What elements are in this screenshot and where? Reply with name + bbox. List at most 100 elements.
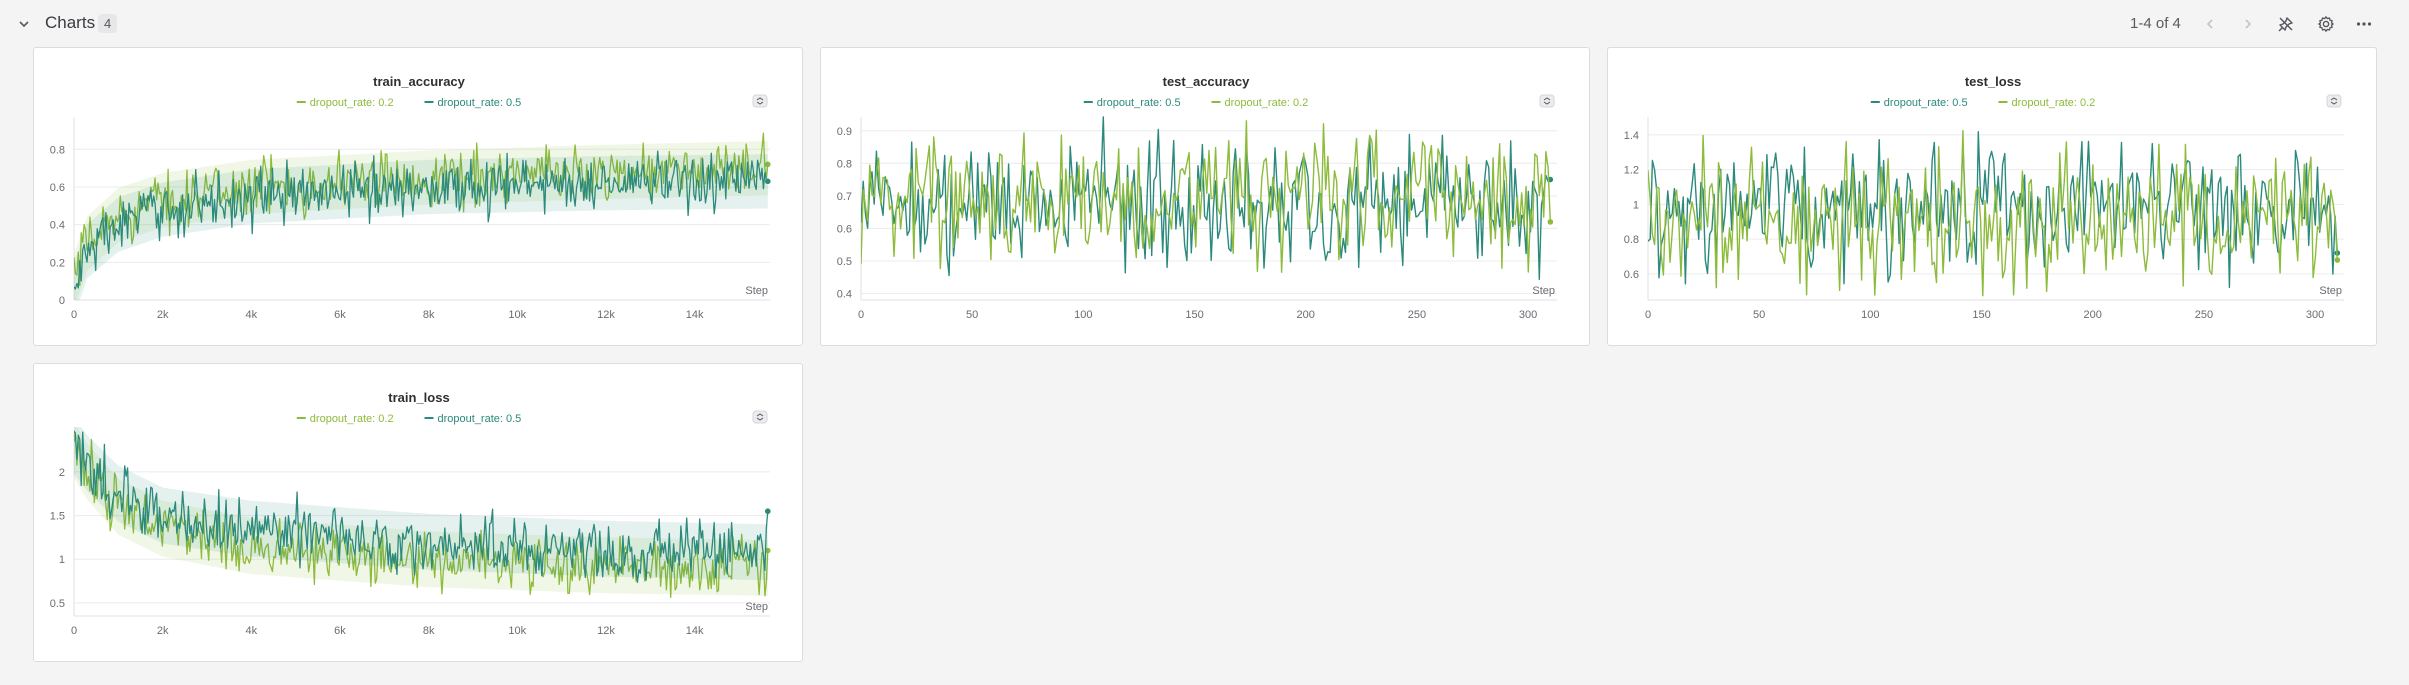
series-endpoint: [1547, 219, 1554, 225]
y-tick-label: 0.8: [837, 158, 852, 170]
x-axis-label: Step: [2319, 285, 2342, 297]
x-tick-label: 2k: [157, 309, 169, 321]
series-line[interactable]: [861, 116, 1551, 281]
y-tick-label: 0.5: [837, 256, 852, 268]
legend-item[interactable]: dropout_rate: 0.2: [1225, 97, 1309, 109]
series-line[interactable]: [74, 150, 769, 290]
x-tick-label: 300: [1519, 309, 1537, 321]
series-endpoint: [764, 508, 771, 515]
chart-title: test_loss: [1965, 74, 2021, 89]
chart-legend: dropout_rate: 0.5 dropout_rate: 0.2: [1870, 97, 2096, 109]
chart-gridlines: [74, 471, 770, 604]
section-title[interactable]: Charts: [45, 13, 96, 32]
y-tick-label: 0.4: [837, 288, 852, 300]
x-tick-label: 0: [71, 625, 77, 637]
legend-item[interactable]: dropout_rate: 0.5: [438, 413, 522, 425]
y-tick-label: 1.5: [50, 511, 65, 523]
chart-title: test_accuracy: [1163, 74, 1250, 89]
series-endpoint: [764, 547, 771, 554]
y-tick-label: 1.4: [1624, 130, 1639, 142]
chevron-up-down-icon: [756, 413, 764, 421]
legend-item[interactable]: dropout_rate: 0.5: [1097, 97, 1181, 109]
series-range-band: [74, 427, 768, 581]
settings-button[interactable]: [2314, 12, 2338, 36]
x-tick-label: 6k: [334, 309, 346, 321]
y-tick-label: 0.8: [1624, 234, 1639, 246]
x-tick-label: 14k: [686, 309, 704, 321]
y-tick-label: 2: [59, 467, 65, 479]
series-endpoint: [764, 178, 771, 185]
chart-panel-train-loss[interactable]: train_loss dropout_rate: 0.2 dropout_rate:…: [33, 363, 803, 662]
series-line[interactable]: [861, 120, 1551, 273]
chevron-down-icon[interactable]: [16, 16, 32, 32]
x-tick-label: 10k: [508, 309, 526, 321]
chevron-up-down-icon: [756, 97, 764, 105]
chevron-up-down-icon: [1543, 97, 1551, 105]
x-tick-label: 150: [1185, 309, 1203, 321]
y-tick-label: 0.2: [50, 257, 65, 269]
x-tick-label: 14k: [686, 625, 704, 637]
more-horizontal-icon: [2356, 22, 2372, 26]
legend-item[interactable]: dropout_rate: 0.5: [1884, 97, 1968, 109]
chart-legend: dropout_rate: 0.5 dropout_rate: 0.2: [1083, 97, 1309, 109]
x-tick-label: 200: [1297, 309, 1315, 321]
x-axis-label: Step: [745, 285, 768, 297]
chart-count-badge: 4: [98, 14, 118, 33]
y-tick-label: 1.2: [1624, 165, 1639, 177]
y-tick-label: 0.4: [50, 220, 65, 232]
x-tick-label: 50: [1753, 309, 1765, 321]
x-tick-label: 100: [1861, 309, 1879, 321]
y-tick-label: 0.6: [50, 182, 65, 194]
series-range-band: [74, 427, 768, 596]
x-tick-label: 100: [1074, 309, 1092, 321]
charts-section-header: Charts 4 1-4 of 4: [0, 0, 2409, 48]
legend-item[interactable]: dropout_rate: 0.2: [2012, 97, 2096, 109]
x-tick-label: 2k: [157, 625, 169, 637]
x-tick-label: 4k: [246, 625, 258, 637]
previous-page-button[interactable]: [2198, 12, 2222, 36]
x-tick-label: 250: [2195, 309, 2213, 321]
legend-item[interactable]: dropout_rate: 0.2: [310, 413, 394, 425]
chart-menu-button[interactable]: [752, 410, 768, 424]
x-tick-label: 200: [2084, 309, 2102, 321]
pin-off-icon: [2278, 17, 2293, 32]
x-tick-label: 150: [1972, 309, 1990, 321]
x-tick-label: 0: [71, 309, 77, 321]
x-tick-label: 4k: [246, 309, 258, 321]
x-tick-label: 0: [858, 309, 864, 321]
chart-menu-button[interactable]: [1539, 94, 1555, 108]
series-line[interactable]: [74, 431, 769, 599]
x-tick-label: 300: [2306, 309, 2324, 321]
next-page-button[interactable]: [2236, 12, 2260, 36]
chart-menu-button[interactable]: [752, 94, 768, 108]
series-line[interactable]: [1648, 131, 2338, 288]
x-tick-label: 250: [1408, 309, 1426, 321]
x-axis-label: Step: [1532, 285, 1555, 297]
series-range-band: [74, 154, 768, 300]
chart-panel-test-accuracy[interactable]: test_accuracy dropout_rate: 0.5 dropout_ra…: [820, 47, 1590, 346]
pin-off-button[interactable]: [2274, 12, 2298, 36]
x-tick-label: 12k: [597, 309, 615, 321]
chart-legend: dropout_rate: 0.2 dropout_rate: 0.5: [296, 413, 522, 425]
chart-panel-test-loss[interactable]: test_loss dropout_rate: 0.5 dropout_rate: …: [1607, 47, 2377, 346]
y-tick-label: 0.6: [837, 223, 852, 235]
series-line[interactable]: [74, 430, 769, 583]
more-options-button[interactable]: [2352, 12, 2376, 36]
legend-item[interactable]: dropout_rate: 0.5: [438, 97, 522, 109]
y-tick-label: 0.6: [1624, 269, 1639, 281]
legend-item[interactable]: dropout_rate: 0.2: [310, 97, 394, 109]
x-tick-label: 0: [1645, 309, 1651, 321]
x-tick-label: 12k: [597, 625, 615, 637]
series-line[interactable]: [1648, 129, 2338, 297]
chart-title: train_loss: [388, 390, 449, 405]
y-tick-label: 0: [59, 295, 65, 307]
y-tick-label: 0.7: [837, 191, 852, 203]
x-axis-label: Step: [745, 601, 768, 613]
x-tick-label: 10k: [508, 625, 526, 637]
chart-panel-train-accuracy[interactable]: train_accuracy dropout_rate: 0.2 dropout_r…: [33, 47, 803, 346]
chart-menu-button[interactable]: [2326, 94, 2342, 108]
chevron-left-icon: [2206, 19, 2213, 29]
